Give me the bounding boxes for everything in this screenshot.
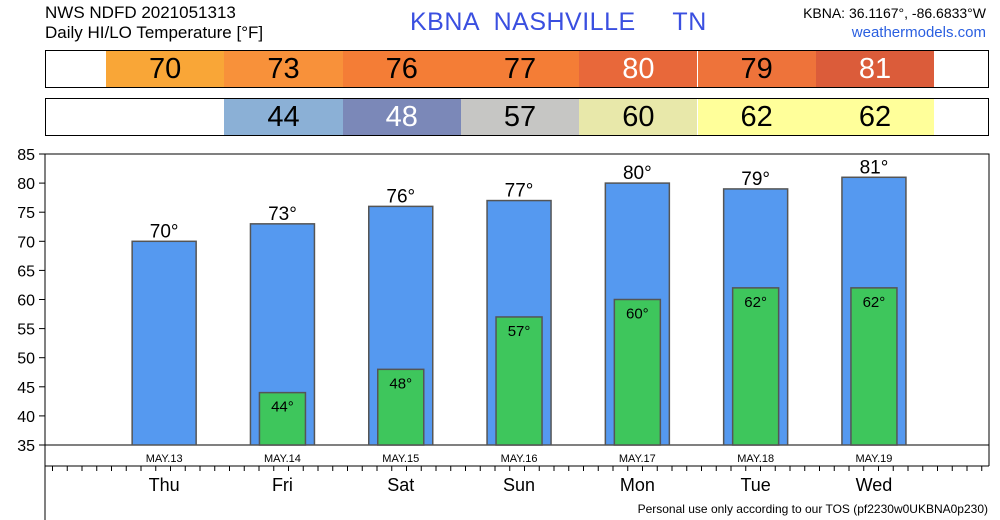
chart-title: Daily HI/LO Temperature [°F] [45,23,264,42]
day-label: Thu [149,475,180,495]
high-temp-label: 81° [860,157,889,178]
lo-cell: 60 [579,99,698,135]
chart-header-right: KBNA: 36.1167°, -86.6833°W weathermodels… [803,4,986,42]
date-label: MAY.18 [737,453,774,465]
low-temp-label: 44° [271,399,294,416]
y-tick-label: 70 [17,234,35,251]
date-label: MAY.13 [146,453,183,465]
day-label: Wed [856,475,893,495]
lo-cell: 48 [342,99,461,135]
station-title: KBNA NASHVILLE TN [410,8,707,36]
y-tick-label: 35 [17,438,35,455]
low-temp-label: 62° [863,294,886,311]
lo-cell: 62 [815,99,935,135]
lo-cell: 57 [460,99,580,135]
hi-cell: 79 [697,51,816,87]
lo-cell: 44 [224,99,343,135]
day-label: Sun [503,475,535,495]
y-tick-label: 45 [17,380,35,397]
hi-cell: 70 [106,51,225,87]
footer-note: Personal use only according to our TOS (… [637,502,988,516]
model-run-label: NWS NDFD 2021051313 [45,3,236,22]
high-temp-label: 79° [741,169,770,190]
y-tick-label: 75 [17,205,35,222]
date-label: MAY.17 [619,453,656,465]
low-temp-bar [258,391,307,446]
high-temp-label: 70° [150,221,179,242]
y-tick-label: 40 [17,409,35,426]
high-temp-label: 76° [386,186,415,207]
day-label: Fri [272,475,293,495]
y-tick-label: 85 [17,147,35,164]
low-temp-bar [731,287,780,446]
chart-header-left: NWS NDFD 2021051313 Daily HI/LO Temperat… [45,3,263,43]
day-label: Mon [620,475,655,495]
hi-cell: 80 [579,51,698,87]
low-temp-label: 60° [626,306,649,323]
low-temp-bar [377,368,425,446]
day-label: Sat [387,475,414,495]
high-temp-label: 73° [268,204,297,225]
low-temp-bar [850,287,898,446]
station-coordinates: KBNA: 36.1167°, -86.6833°W [803,5,986,21]
high-temp-label: 80° [623,163,652,184]
high-temp-bar [131,240,197,446]
hi-cell: 73 [224,51,343,87]
y-tick-label: 60 [17,293,35,310]
y-tick-label: 55 [17,322,35,339]
day-label: Tue [740,475,770,495]
y-tick-label: 50 [17,351,35,368]
lo-cell [106,99,225,135]
date-label: MAY.14 [264,453,301,465]
hi-cell: 81 [815,51,935,87]
site-link[interactable]: weathermodels.com [851,24,986,41]
hi-cell: 77 [460,51,580,87]
y-tick-label: 80 [17,176,35,193]
low-temp-bar [613,298,662,446]
low-temp-bar [495,316,543,446]
date-label: MAY.15 [382,453,419,465]
date-label: MAY.16 [501,453,538,465]
lo-cell: 62 [697,99,816,135]
y-tick-label: 65 [17,263,35,280]
low-temp-label: 62° [744,294,767,311]
high-temp-label: 77° [505,181,534,202]
low-temp-label: 57° [508,323,531,340]
high-temp-strip: 70 73 76 77 80 79 81 [45,50,989,88]
hi-cell: 76 [342,51,461,87]
low-temp-strip: 44 48 57 60 62 62 [45,98,989,136]
date-label: MAY.19 [855,453,892,465]
low-temp-label: 48° [389,375,412,392]
